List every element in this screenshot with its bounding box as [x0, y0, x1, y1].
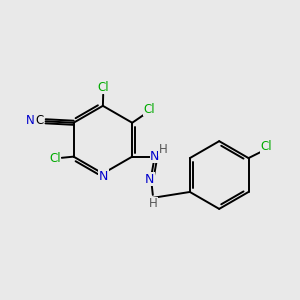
Text: H: H: [149, 197, 158, 210]
Text: Cl: Cl: [49, 152, 61, 165]
Text: C: C: [36, 114, 44, 127]
Text: Cl: Cl: [98, 81, 109, 94]
Text: N: N: [99, 170, 109, 183]
Text: Cl: Cl: [261, 140, 272, 153]
Text: H: H: [159, 143, 167, 156]
Text: N: N: [26, 114, 34, 127]
Text: Cl: Cl: [143, 103, 155, 116]
Text: N: N: [150, 149, 160, 163]
Text: N: N: [145, 173, 154, 186]
